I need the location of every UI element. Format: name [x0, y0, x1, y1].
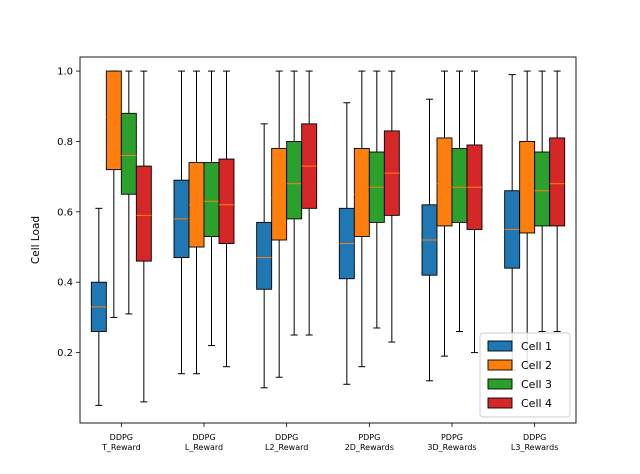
x-category-label: DDPG	[192, 433, 215, 442]
box-cell-3	[286, 70, 303, 336]
box-body	[105, 70, 122, 171]
box-body	[451, 148, 468, 223]
x-category-label: PDPG	[441, 433, 463, 442]
legend-label: Cell 2	[521, 359, 552, 372]
x-axis: DDPGT_RewardDDPGL_RewardDDPGL2_RewardPDP…	[101, 423, 558, 452]
legend-swatch	[487, 359, 513, 371]
legend-swatch	[487, 397, 513, 409]
box-cell-4	[301, 70, 318, 336]
box-cell-2	[436, 70, 453, 357]
y-tick-label: 0.4	[57, 278, 73, 289]
box-body	[218, 158, 235, 244]
box-cell-4	[383, 70, 400, 343]
y-axis: 0.2 0.4 0.6 0.8 1.0	[57, 67, 80, 359]
x-category-label: PDPG	[358, 433, 380, 442]
box-body	[353, 148, 370, 237]
box-cell-3	[120, 70, 137, 315]
box-cell-4	[466, 70, 483, 354]
box-body	[271, 148, 288, 241]
box-cell-4	[549, 70, 566, 332]
box-cell-3	[451, 70, 468, 332]
axes-frame	[79, 56, 577, 424]
box-body	[519, 141, 536, 234]
box-body	[203, 162, 220, 237]
boxes-layer	[90, 70, 566, 406]
box-cell-1	[256, 123, 273, 389]
legend-label: Cell 4	[521, 397, 552, 410]
x-category-label: L3_Rewards	[511, 443, 559, 452]
box-cell-1	[173, 70, 190, 375]
x-category-label: L_Reward	[185, 443, 223, 452]
legend: Cell 1 Cell 2 Cell 3 Cell 4	[479, 332, 571, 418]
box-body	[120, 112, 137, 195]
box-body	[256, 221, 273, 290]
x-category-label: 2D_Rewards	[345, 443, 394, 452]
box-cell-4	[135, 70, 152, 403]
legend-label: Cell 1	[521, 340, 552, 353]
y-tick-label: 0.8	[57, 137, 73, 148]
legend-swatch	[487, 340, 513, 352]
legend-label: Cell 3	[521, 378, 552, 391]
y-axis-label: Cell Load	[30, 216, 42, 264]
legend-swatch	[487, 378, 513, 390]
box-body	[549, 137, 566, 227]
x-category-label: DDPG	[110, 433, 133, 442]
box-body	[135, 165, 152, 262]
x-category-label: 3D_Rewards	[427, 443, 476, 452]
x-category-label: L2_Reward	[265, 443, 308, 452]
y-tick-label: 0.6	[57, 207, 73, 218]
box-cell-3	[534, 70, 551, 332]
box-cell-2	[353, 70, 370, 368]
box-body	[534, 151, 551, 227]
box-cell-1	[90, 207, 107, 406]
box-cell-1	[338, 102, 355, 385]
box-body	[286, 141, 303, 220]
y-tick-label: 1.0	[57, 67, 73, 78]
x-category-label: T_Reward	[101, 443, 141, 452]
box-cell-1	[421, 98, 438, 382]
legend-frame	[479, 332, 571, 418]
box-cell-4	[218, 70, 235, 368]
box-cell-3	[368, 70, 385, 329]
x-category-label: DDPG	[275, 433, 298, 442]
x-category-label: DDPG	[523, 433, 546, 442]
y-tick-label: 0.2	[57, 348, 73, 359]
box-body	[436, 137, 453, 227]
